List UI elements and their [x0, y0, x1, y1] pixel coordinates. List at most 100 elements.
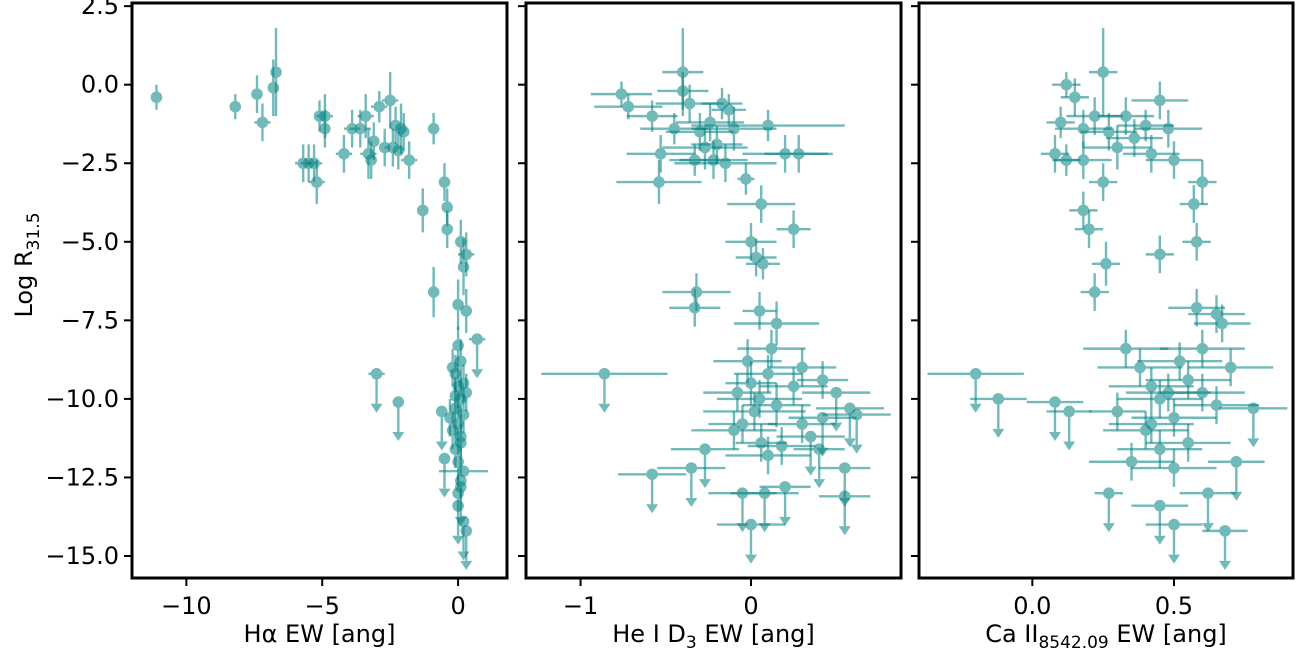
- point-marker: [653, 176, 665, 188]
- data-point: [776, 430, 845, 476]
- upper-limit-arrow: [1063, 441, 1076, 451]
- upper-limit-arrow: [685, 498, 698, 508]
- data-point: [460, 288, 473, 333]
- y-tick-label: −5.0: [61, 228, 119, 256]
- point-marker: [403, 154, 415, 166]
- data-point: [1145, 235, 1174, 274]
- point-marker: [1049, 148, 1061, 160]
- point-marker: [622, 100, 635, 113]
- point-marker: [1088, 286, 1101, 298]
- point-marker: [646, 110, 658, 122]
- point-marker: [449, 389, 462, 402]
- point-marker: [1154, 94, 1166, 107]
- point-marker: [770, 399, 783, 411]
- data-point: [1089, 28, 1118, 117]
- point-marker: [1120, 342, 1132, 355]
- point-marker: [1154, 393, 1166, 405]
- upper-limit-arrow: [1202, 523, 1214, 533]
- point-marker: [1154, 499, 1166, 512]
- point-marker: [471, 333, 483, 346]
- data-point: [357, 94, 374, 139]
- point-marker: [765, 342, 778, 355]
- point-marker: [338, 148, 350, 160]
- data-point: [150, 84, 163, 110]
- data-point: [254, 103, 271, 142]
- data-point: [1108, 405, 1194, 443]
- point-marker: [1182, 374, 1194, 386]
- upper-limit-arrow: [736, 523, 749, 533]
- point-marker: [373, 100, 386, 113]
- point-marker: [755, 198, 768, 210]
- point-marker: [427, 122, 440, 135]
- point-marker: [1145, 148, 1158, 160]
- point-marker: [251, 88, 263, 100]
- point-marker: [838, 490, 851, 503]
- point-marker: [787, 223, 800, 236]
- data-point: [819, 462, 871, 508]
- x-tick-label: 0: [450, 592, 465, 620]
- data-point: [457, 238, 470, 296]
- point-marker: [1125, 455, 1138, 468]
- data-point: [229, 94, 242, 120]
- point-marker: [1120, 110, 1132, 122]
- data-point: [1069, 191, 1098, 230]
- upper-limit-arrow: [646, 504, 659, 514]
- point-marker: [677, 66, 689, 78]
- upper-limit-arrow: [1153, 535, 1166, 545]
- point-marker: [1154, 443, 1166, 455]
- point-marker: [452, 499, 464, 512]
- point-marker: [455, 355, 467, 367]
- point-marker: [1083, 223, 1095, 236]
- data-point: [335, 134, 353, 173]
- upper-limit-arrow: [850, 444, 863, 454]
- point-marker: [646, 468, 658, 481]
- data-point: [457, 395, 470, 434]
- upper-limit-arrow: [471, 369, 484, 379]
- point-marker: [455, 437, 467, 449]
- data-point: [776, 210, 811, 249]
- point-marker: [310, 176, 323, 188]
- data-point: [270, 28, 282, 117]
- y-tick-label: −10.0: [45, 385, 119, 413]
- data-point: [626, 134, 695, 173]
- data-point: [737, 163, 755, 195]
- point-marker: [736, 487, 749, 499]
- data-point: [1131, 449, 1217, 487]
- data-point: [1040, 134, 1070, 173]
- point-marker: [446, 424, 459, 437]
- point-marker: [1088, 110, 1101, 122]
- data-point: [1080, 273, 1109, 311]
- point-marker: [1168, 154, 1180, 166]
- point-marker: [455, 481, 467, 493]
- data-point: [1145, 424, 1231, 462]
- x-axis-label: Ca II8542.09 EW [ang]: [985, 620, 1227, 653]
- point-marker: [1103, 487, 1115, 499]
- data-point: [618, 468, 687, 514]
- point-marker: [229, 100, 242, 113]
- data-point: [1060, 78, 1089, 117]
- data-point: [439, 465, 488, 477]
- point-marker: [740, 173, 752, 185]
- upper-limit-arrow: [804, 466, 817, 476]
- point-marker: [460, 248, 473, 261]
- point-marker: [796, 361, 808, 374]
- data-point: [455, 424, 467, 462]
- point-marker: [1219, 525, 1231, 537]
- point-marker: [757, 257, 769, 270]
- point-marker: [838, 462, 851, 474]
- point-marker: [741, 355, 754, 367]
- upper-limit-arrow: [838, 526, 851, 536]
- data-point: [669, 288, 721, 327]
- point-marker: [598, 367, 611, 380]
- upper-limit-arrow: [1049, 432, 1061, 442]
- point-marker: [1190, 235, 1203, 248]
- point-marker: [762, 367, 774, 380]
- data-point: [1089, 442, 1174, 481]
- plot-frame: [524, 1, 903, 580]
- data-point: [1131, 499, 1189, 545]
- point-marker: [683, 97, 696, 110]
- y-tick-label: −7.5: [61, 306, 119, 334]
- data-point: [1080, 112, 1138, 151]
- data-point: [1094, 487, 1123, 533]
- point-marker: [455, 235, 467, 248]
